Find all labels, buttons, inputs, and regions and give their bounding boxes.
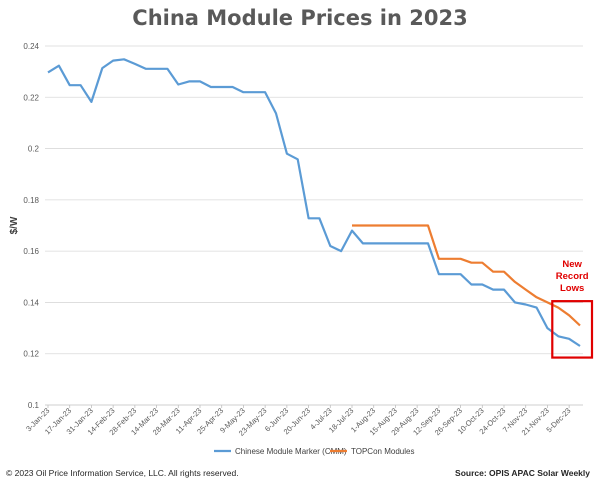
gridlines — [45, 45, 583, 406]
annotation-line-1: New — [562, 259, 582, 270]
legend: Chinese Module Marker (CMM) TOPCon Module… — [214, 447, 414, 456]
legend-label: Chinese Module Marker (CMM) — [235, 447, 347, 456]
copyright-notice: © 2023 Oil Price Information Service, LL… — [6, 468, 239, 478]
x-axis-ticks: 3-Jan-2317-Jan-2331-Jan-2314-Feb-2328-Fe… — [24, 405, 573, 438]
source-note: Source: OPIS APAC Solar Weekly — [455, 468, 590, 478]
legend-label: TOPCon Modules — [351, 447, 414, 456]
annotation-line-2: Record — [556, 271, 589, 282]
y-tick-label: 0.14 — [23, 298, 39, 307]
y-axis-ticks: 0.1 0.12 0.14 0.16 0.18 0.2 0.22 0.24 — [23, 42, 39, 410]
y-tick-label: 0.12 — [23, 350, 39, 359]
annotation-line-3: Lows — [560, 283, 584, 294]
y-tick-label: 0.18 — [23, 196, 39, 205]
y-tick-label: 0.24 — [23, 42, 39, 51]
record-lows-annotation: New Record Lows — [551, 259, 594, 359]
y-axis-label: $/W — [9, 216, 20, 234]
y-tick-label: 0.1 — [28, 401, 40, 410]
y-tick-label: 0.22 — [23, 93, 39, 102]
chart-title: China Module Prices in 2023 — [132, 6, 468, 30]
y-tick-label: 0.2 — [28, 145, 40, 154]
series-line-cmm — [47, 58, 581, 347]
series-lines — [47, 58, 581, 347]
series-line-topcon — [352, 224, 581, 327]
annotation-box — [551, 300, 594, 359]
y-tick-label: 0.16 — [23, 247, 39, 256]
